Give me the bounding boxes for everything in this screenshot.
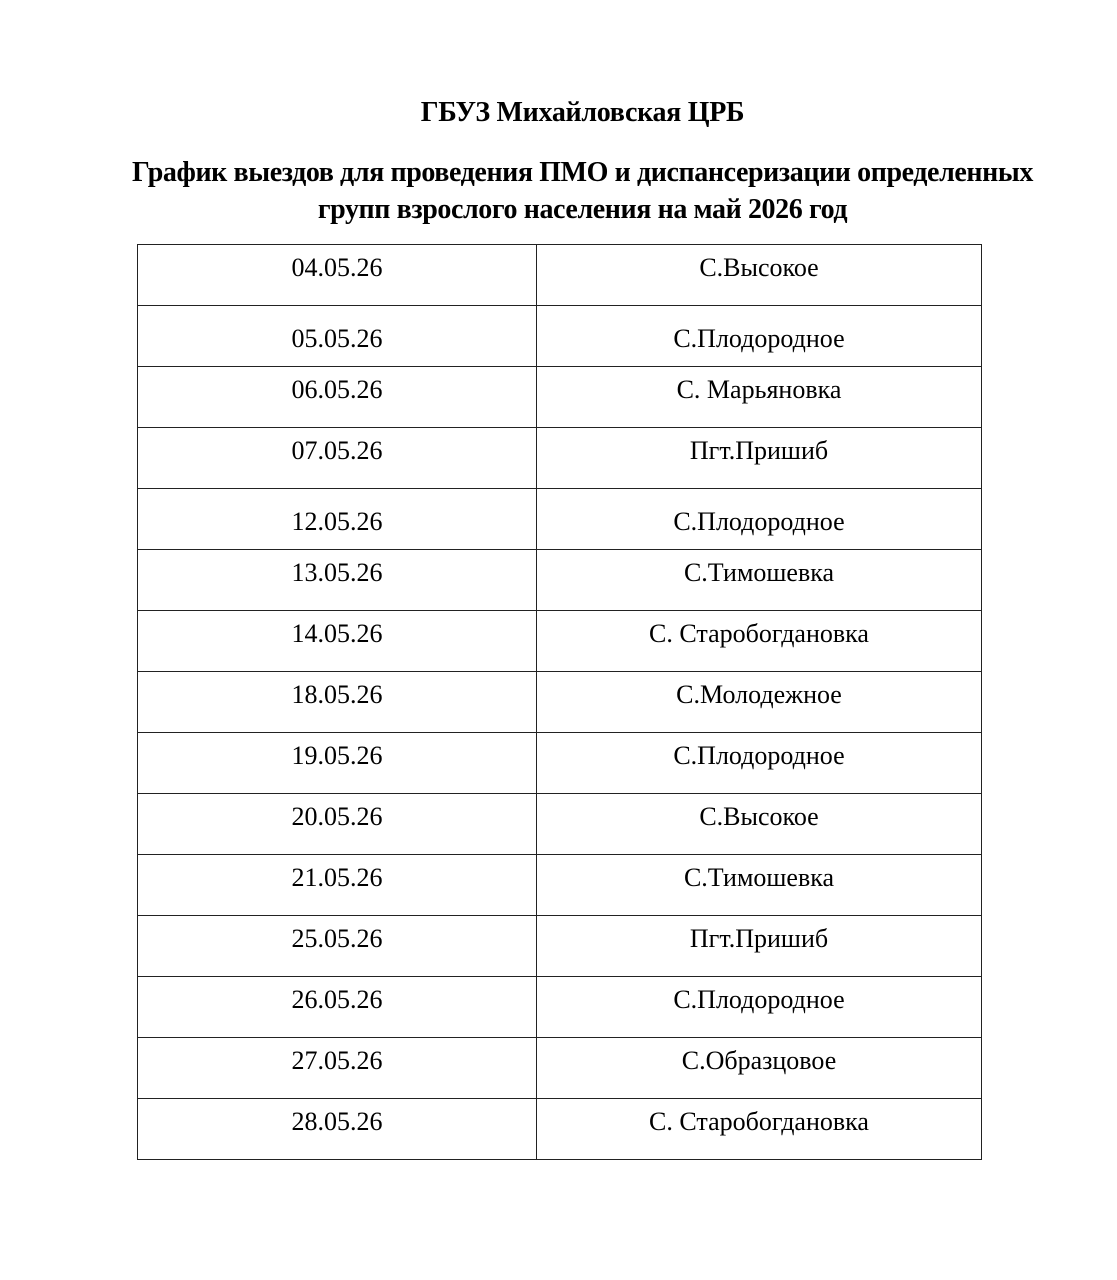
date-cell: 26.05.26 <box>137 976 537 1038</box>
table-row: 28.05.26 С. Старобогдановка <box>137 1098 982 1160</box>
place-cell: С.Плодородное <box>536 732 982 794</box>
table-row: 12.05.26 С.Плодородное <box>137 488 982 550</box>
date-cell: 12.05.26 <box>137 488 537 550</box>
date-text: 04.05.26 <box>291 253 383 282</box>
subtitle-line-1: График выездов для проведения ПМО и дисп… <box>132 157 1033 188</box>
date-cell: 27.05.26 <box>137 1037 537 1099</box>
table-row: 05.05.26 С.Плодородное <box>137 305 982 367</box>
document-subtitle: График выездов для проведения ПМО и дисп… <box>40 154 1117 228</box>
place-cell: С.Высокое <box>536 244 982 306</box>
place-text: Пгт.Пришиб <box>689 436 829 465</box>
table-row: 06.05.26 С. Марьяновка <box>137 366 982 428</box>
date-text: 19.05.26 <box>291 741 383 770</box>
place-cell: С.Молодежное <box>536 671 982 733</box>
table-row: 26.05.26 С.Плодородное <box>137 976 982 1038</box>
place-cell: С. Марьяновка <box>536 366 982 428</box>
place-cell: С.Плодородное <box>536 976 982 1038</box>
date-cell: 25.05.26 <box>137 915 537 977</box>
place-text: С.Высокое <box>699 802 819 831</box>
subtitle-line-2: групп взрослого населения на май 2026 го… <box>317 194 848 225</box>
place-cell: С.Тимошевка <box>536 854 982 916</box>
table-row: 19.05.26 С.Плодородное <box>137 732 982 794</box>
place-cell: С. Старобогдановка <box>536 610 982 672</box>
place-text: С.Плодородное <box>673 324 845 353</box>
table-row: 18.05.26 С.Молодежное <box>137 671 982 733</box>
date-text: 14.05.26 <box>291 619 383 648</box>
date-text: 13.05.26 <box>291 558 383 587</box>
date-text: 20.05.26 <box>291 802 383 831</box>
date-cell: 18.05.26 <box>137 671 537 733</box>
table-row: 25.05.26 Пгт.Пришиб <box>137 915 982 977</box>
place-text: С. Старобогдановка <box>649 619 869 648</box>
place-cell: С. Старобогдановка <box>536 1098 982 1160</box>
date-cell: 19.05.26 <box>137 732 537 794</box>
date-cell: 05.05.26 <box>137 305 537 367</box>
table-row: 04.05.26 С.Высокое <box>137 244 982 306</box>
date-cell: 20.05.26 <box>137 793 537 855</box>
date-cell: 21.05.26 <box>137 854 537 916</box>
date-text: 26.05.26 <box>291 985 383 1014</box>
date-cell: 13.05.26 <box>137 549 537 611</box>
date-cell: 14.05.26 <box>137 610 537 672</box>
date-text: 07.05.26 <box>291 436 383 465</box>
place-text: С.Молодежное <box>676 680 842 709</box>
date-cell: 06.05.26 <box>137 366 537 428</box>
place-text: С.Плодородное <box>673 507 845 536</box>
date-text: 18.05.26 <box>291 680 383 709</box>
place-text: С. Марьяновка <box>676 375 842 404</box>
place-cell: С.Плодородное <box>536 305 982 367</box>
place-cell: Пгт.Пришиб <box>536 427 982 489</box>
place-text: С.Тимошевка <box>683 558 835 587</box>
date-text: 12.05.26 <box>291 507 383 536</box>
date-cell: 28.05.26 <box>137 1098 537 1160</box>
date-cell: 07.05.26 <box>137 427 537 489</box>
date-text: 25.05.26 <box>291 924 383 953</box>
date-text: 27.05.26 <box>291 1046 383 1075</box>
place-cell: С.Плодородное <box>536 488 982 550</box>
place-text: С.Тимошевка <box>683 863 835 892</box>
date-text: 05.05.26 <box>291 324 383 353</box>
place-text: С.Образцовое <box>681 1046 837 1075</box>
place-cell: Пгт.Пришиб <box>536 915 982 977</box>
date-cell: 04.05.26 <box>137 244 537 306</box>
place-cell: С.Образцовое <box>536 1037 982 1099</box>
table-row: 20.05.26 С.Высокое <box>137 793 982 855</box>
document-title: ГБУЗ Михайловская ЦРБ <box>420 97 745 128</box>
place-cell: С.Тимошевка <box>536 549 982 611</box>
place-text: С.Высокое <box>699 253 819 282</box>
place-text: С.Плодородное <box>673 741 845 770</box>
place-text: Пгт.Пришиб <box>689 924 829 953</box>
place-cell: С.Высокое <box>536 793 982 855</box>
table-row: 14.05.26 С. Старобогдановка <box>137 610 982 672</box>
date-text: 21.05.26 <box>291 863 383 892</box>
table-row: 21.05.26 С.Тимошевка <box>137 854 982 916</box>
date-text: 06.05.26 <box>291 375 383 404</box>
table-row: 27.05.26 С.Образцовое <box>137 1037 982 1099</box>
schedule-table: 04.05.26 С.Высокое 05.05.26 С.Плодородное 06… <box>137 244 982 1160</box>
table-row: 07.05.26 Пгт.Пришиб <box>137 427 982 489</box>
date-text: 28.05.26 <box>291 1107 383 1136</box>
table-row: 13.05.26 С.Тимошевка <box>137 549 982 611</box>
place-text: С.Плодородное <box>673 985 845 1014</box>
place-text: С. Старобогдановка <box>649 1107 869 1136</box>
